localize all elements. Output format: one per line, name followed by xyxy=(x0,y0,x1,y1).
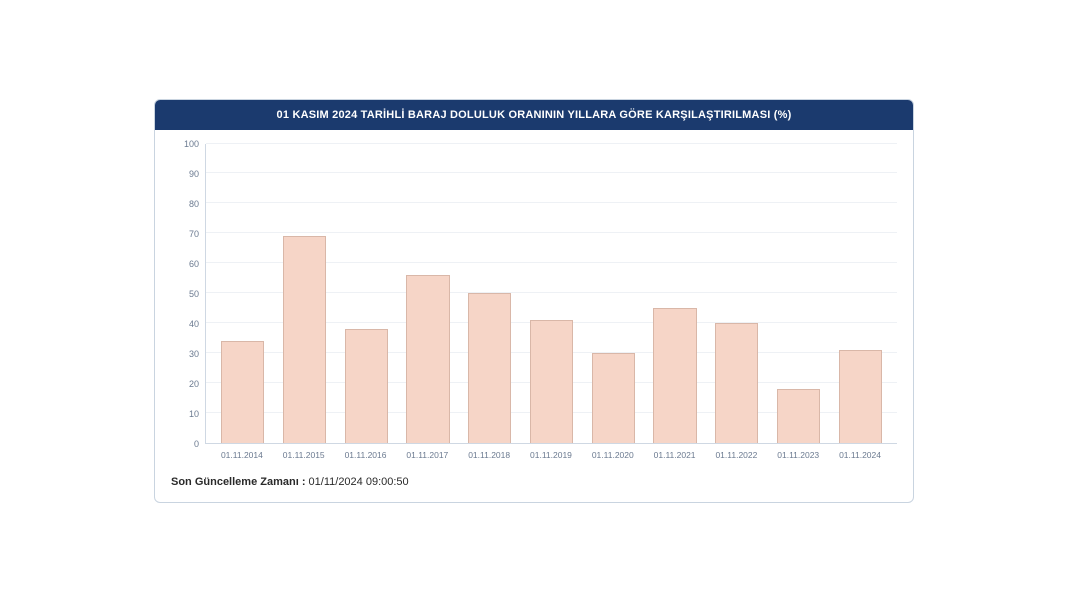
bar xyxy=(530,320,573,443)
bar xyxy=(406,275,449,442)
bar-slot xyxy=(829,144,891,443)
chart-title: 01 KASIM 2024 TARİHLİ BARAJ DOLULUK ORAN… xyxy=(155,100,913,130)
bar-slot xyxy=(459,144,521,443)
y-tick-label: 70 xyxy=(189,229,199,239)
y-tick-label: 60 xyxy=(189,259,199,269)
x-tick-label: 01.11.2022 xyxy=(706,450,768,460)
last-updated: Son Güncelleme Zamanı : 01/11/2024 09:00… xyxy=(155,466,913,502)
bar-slot xyxy=(768,144,830,443)
x-tick-label: 01.11.2020 xyxy=(582,450,644,460)
bar-slot xyxy=(521,144,583,443)
bar xyxy=(653,308,696,443)
bar xyxy=(592,353,635,443)
y-tick-label: 40 xyxy=(189,319,199,329)
x-tick-label: 01.11.2016 xyxy=(335,450,397,460)
y-tick-label: 0 xyxy=(194,439,199,449)
y-tick-label: 90 xyxy=(189,169,199,179)
bar xyxy=(345,329,388,443)
bar-slot xyxy=(335,144,397,443)
y-tick-label: 80 xyxy=(189,199,199,209)
y-tick-label: 10 xyxy=(189,409,199,419)
x-tick-label: 01.11.2014 xyxy=(211,450,273,460)
y-tick-label: 100 xyxy=(184,139,199,149)
y-tick-label: 50 xyxy=(189,289,199,299)
bar xyxy=(468,293,511,443)
x-axis: 01.11.201401.11.201501.11.201601.11.2017… xyxy=(205,444,897,460)
last-updated-label: Son Güncelleme Zamanı : xyxy=(171,476,305,488)
bar-slot xyxy=(644,144,706,443)
x-tick-label: 01.11.2019 xyxy=(520,450,582,460)
x-tick-label: 01.11.2017 xyxy=(396,450,458,460)
chart-body: 0102030405060708090100 01.11.201401.11.2… xyxy=(155,130,913,466)
x-tick-label: 01.11.2015 xyxy=(273,450,335,460)
bar-slot xyxy=(582,144,644,443)
y-tick-label: 20 xyxy=(189,379,199,389)
bars-container xyxy=(206,144,897,443)
bar xyxy=(839,350,882,443)
bar-slot xyxy=(274,144,336,443)
bar xyxy=(283,236,326,442)
bar-slot xyxy=(212,144,274,443)
x-tick-label: 01.11.2018 xyxy=(458,450,520,460)
chart-area: 0102030405060708090100 xyxy=(171,144,897,444)
chart-card: 01 KASIM 2024 TARİHLİ BARAJ DOLULUK ORAN… xyxy=(154,99,914,503)
plot-area xyxy=(205,144,897,444)
bar xyxy=(221,341,264,443)
bar-slot xyxy=(706,144,768,443)
bar xyxy=(715,323,758,443)
x-tick-label: 01.11.2023 xyxy=(767,450,829,460)
x-tick-label: 01.11.2024 xyxy=(829,450,891,460)
y-tick-label: 30 xyxy=(189,349,199,359)
bar-slot xyxy=(397,144,459,443)
bar xyxy=(777,389,820,443)
last-updated-value: 01/11/2024 09:00:50 xyxy=(309,476,409,488)
y-axis: 0102030405060708090100 xyxy=(171,144,205,444)
x-tick-label: 01.11.2021 xyxy=(644,450,706,460)
